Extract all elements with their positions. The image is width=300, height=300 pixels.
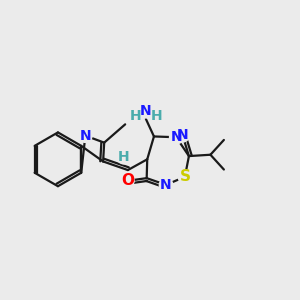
Circle shape [176,129,189,142]
Text: N: N [140,104,152,118]
Circle shape [117,150,130,164]
Text: H: H [130,110,141,123]
Text: O: O [121,173,134,188]
Text: N: N [160,178,172,192]
Circle shape [169,130,183,144]
Text: N: N [177,128,188,142]
Circle shape [159,178,173,192]
Circle shape [178,170,192,184]
Text: N: N [170,130,182,144]
Circle shape [79,129,92,142]
Circle shape [139,104,153,118]
Circle shape [129,110,142,123]
Text: H: H [150,110,162,123]
Text: S: S [179,169,191,184]
Circle shape [149,110,163,123]
Text: N: N [80,129,91,142]
Text: H: H [118,150,130,164]
Circle shape [121,174,134,188]
